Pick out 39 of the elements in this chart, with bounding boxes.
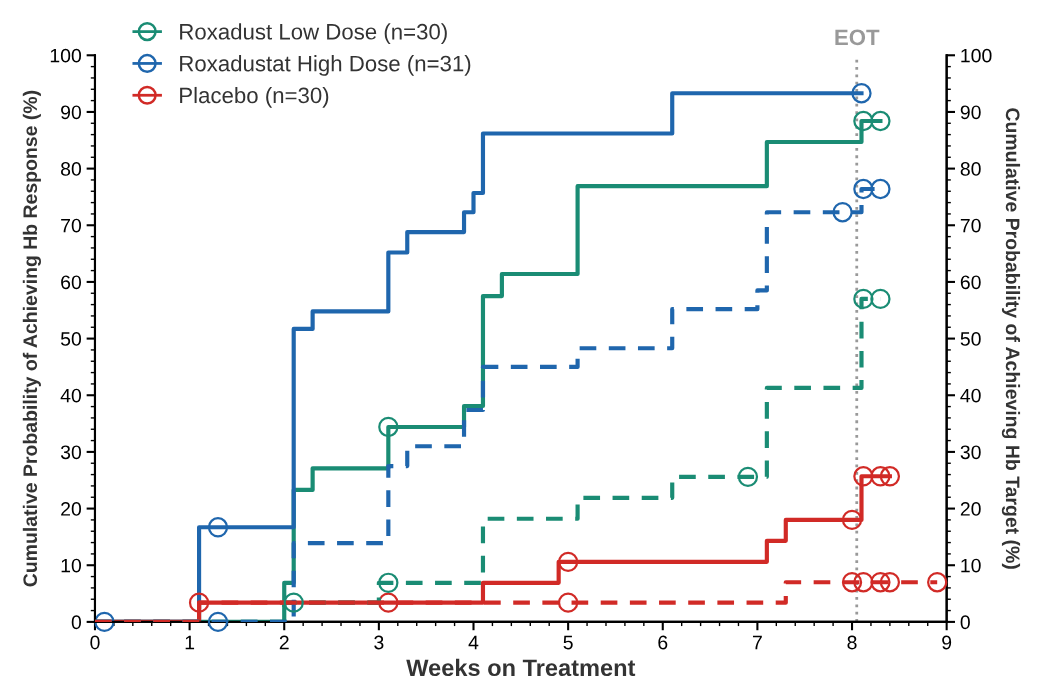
y2-tick-label: 40: [960, 388, 981, 403]
y-tick-label: 100: [50, 48, 82, 63]
y2-tick-label: 60: [960, 275, 981, 290]
legend-label: Roxadustat High Dose (n=31): [180, 55, 471, 76]
y2-tick-label: 80: [960, 162, 981, 176]
y-tick-label: 30: [60, 445, 82, 460]
x-tick-label: 1: [185, 635, 195, 650]
x-tick-label: 2: [279, 635, 289, 650]
y-tick-label: 80: [61, 162, 82, 176]
y-tick-label: 40: [60, 388, 82, 403]
x-tick-label: 4: [468, 635, 479, 650]
y-axis-title: Cumulative Probability of Achieving Hb Response (%): [22, 90, 42, 587]
x-tick-label: 7: [752, 635, 762, 650]
x-tick-label: 6: [658, 635, 668, 650]
y-tick-label: 0: [71, 615, 82, 630]
legend-label: Placebo (n=30): [180, 86, 329, 108]
y-tick-label: 70: [61, 218, 82, 233]
y-tick-label: 10: [61, 558, 82, 573]
x-axis-title: Weeks on Treatment: [406, 658, 636, 677]
y2-tick-label: 0: [960, 615, 970, 630]
y2-tick-label: 30: [960, 445, 981, 460]
y2-tick-label: 10: [961, 558, 981, 573]
y2-tick-label: 70: [960, 218, 981, 233]
y2-tick-label: 100: [961, 48, 992, 63]
y-tick-label: 50: [60, 332, 82, 346]
x-tick-label: 5: [563, 635, 573, 650]
x-tick-label: 0: [90, 635, 100, 650]
y2-tick-label: 90: [960, 105, 981, 120]
y-tick-label: 90: [61, 105, 82, 120]
y-tick-label: 60: [61, 275, 82, 290]
legend-label: Roxadust Low Dose (n=30): [180, 23, 447, 44]
y2-tick-label: 20: [960, 502, 981, 516]
y2-tick-label: 50: [960, 332, 981, 346]
y-tick-label: 20: [61, 502, 82, 516]
x-tick-label: 8: [847, 635, 857, 650]
x-tick-label: 3: [374, 635, 384, 650]
ref-line-label: EOT: [835, 29, 880, 46]
x-tick-label: 9: [942, 635, 952, 650]
y2-axis-title: Cumulative Probability of Achieving Hb Target (%): [1001, 108, 1021, 569]
